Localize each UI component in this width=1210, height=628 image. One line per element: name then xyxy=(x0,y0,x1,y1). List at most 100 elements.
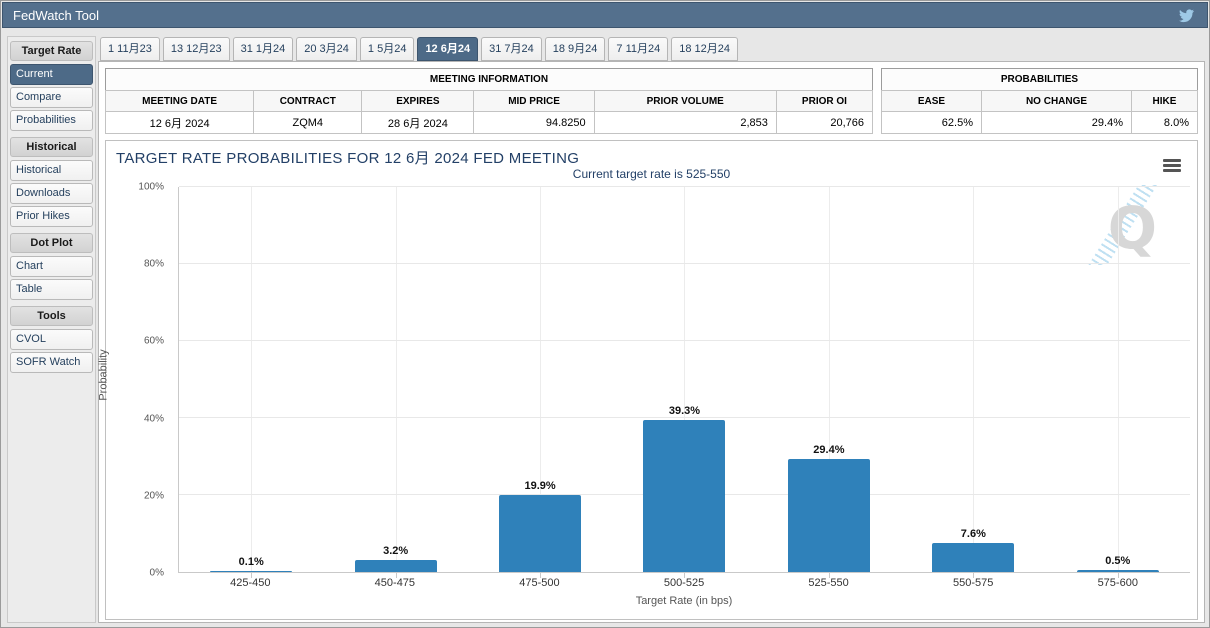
bar-450-475[interactable] xyxy=(354,559,437,572)
twitter-icon[interactable] xyxy=(1175,6,1197,24)
table-cell: 12 6月 2024 xyxy=(104,111,255,134)
tab-1-11-23[interactable]: 1 11月23 xyxy=(100,37,160,61)
y-tick-label: 20% xyxy=(143,490,164,502)
table-title: PROBABILITIES xyxy=(881,68,1198,90)
bar-slot-550-575: 7.6% xyxy=(901,187,1045,578)
meeting-tabs: 1 11月23 13 12月23 31 1月24 20 3月24 1 5月24 12 6月… xyxy=(100,37,1205,61)
table-cell: 20,766 xyxy=(775,111,874,134)
table-cell: 2,853 xyxy=(593,111,777,134)
sidebar-item-historical[interactable]: Historical xyxy=(10,160,93,181)
x-category-label: 550-575 xyxy=(952,577,994,589)
tab-1-5-24[interactable]: 1 5月24 xyxy=(359,37,415,61)
gridline xyxy=(540,187,542,572)
bar-500-525[interactable] xyxy=(643,420,726,572)
probabilities-table: PROBABILITIES EASE NO CHANGE HIKE 62.5% 29.4%… xyxy=(881,68,1198,134)
sidebar-item-probabilities[interactable]: Probabilities xyxy=(10,110,93,131)
meeting-info-table: MEETING INFORMATION MEETING DATE CONTRACT E… xyxy=(104,68,874,134)
bar-value-label: 39.3% xyxy=(668,405,701,418)
bar-slot-450-475: 3.2% xyxy=(323,187,467,578)
tables-row: MEETING INFORMATION MEETING DATE CONTRACT E… xyxy=(104,68,1198,134)
x-tick xyxy=(684,572,686,578)
bar-slots: 0.1% 3.2% 19.9% 39.3% 29.4% 7.6% 0.5% xyxy=(179,187,1190,578)
column-header: PRIOR OI xyxy=(775,90,874,112)
bar-value-label: 3.2% xyxy=(383,544,409,557)
column-header: EXPIRES xyxy=(361,90,475,112)
bar-value-label: 29.4% xyxy=(813,443,845,456)
bar-value-label: 19.9% xyxy=(524,480,556,493)
x-tick xyxy=(973,572,975,578)
sidebar-item-compare[interactable]: Compare xyxy=(10,87,93,108)
bar-slot-525-550: 29.4% xyxy=(757,187,901,578)
gridline xyxy=(684,187,686,572)
sidebar-section-dot-plot: Dot Plot xyxy=(10,233,93,253)
tab-7-11-24[interactable]: 7 11月24 xyxy=(608,37,669,61)
sidebar-item-prior-hikes[interactable]: Prior Hikes xyxy=(10,206,93,227)
bar-575-600[interactable] xyxy=(1076,570,1159,572)
hamburger-icon[interactable] xyxy=(1163,159,1181,173)
column-header: MID PRICE xyxy=(473,90,595,112)
sidebar-item-table[interactable]: Table xyxy=(10,279,93,300)
bar-425-450[interactable] xyxy=(210,571,293,572)
sidebar-item-sofr-watch[interactable]: SOFR Watch xyxy=(10,352,93,373)
sidebar-item-current[interactable]: Current xyxy=(10,64,93,85)
table-cell: 29.4% xyxy=(981,111,1132,134)
sidebar-item-cvol[interactable]: CVOL xyxy=(10,329,93,350)
column-header: PRIOR VOLUME xyxy=(593,90,777,112)
sidebar-item-chart[interactable]: Chart xyxy=(10,256,93,277)
sidebar-section-historical: Historical xyxy=(10,137,93,157)
y-axis: 0% 20% 40% 60% 80% 100% xyxy=(106,182,172,579)
sidebar-item-downloads[interactable]: Downloads xyxy=(10,183,93,204)
x-axis-title: Target Rate (in bps) xyxy=(635,595,733,607)
x-tick xyxy=(395,572,397,578)
y-tick-label: 80% xyxy=(143,258,164,270)
table-cell: ZQM4 xyxy=(253,111,363,134)
x-tick xyxy=(1117,572,1119,578)
tab-13-12-23[interactable]: 13 12月23 xyxy=(162,37,230,61)
bar-550-575[interactable] xyxy=(932,542,1015,572)
table-value-row: 62.5% 29.4% 8.0% xyxy=(881,111,1198,134)
tab-12-6-24[interactable]: 12 6月24 xyxy=(417,37,479,61)
gridline xyxy=(973,187,975,572)
column-header: EASE xyxy=(881,90,982,112)
y-tick-label: 40% xyxy=(143,413,164,425)
x-category-label: 575-600 xyxy=(1097,577,1138,589)
column-header: MEETING DATE xyxy=(104,90,255,112)
bar-value-label: 0.1% xyxy=(238,556,264,568)
x-category-label: 475-500 xyxy=(519,577,560,589)
y-tick-label: 60% xyxy=(143,335,164,347)
tab-18-9-24[interactable]: 18 9月24 xyxy=(544,37,606,61)
app-title: FedWatch Tool xyxy=(13,7,99,23)
gridline xyxy=(828,187,830,572)
table-header-row: MEETING DATE CONTRACT EXPIRES MID PRICE PRIO… xyxy=(104,90,874,112)
y-tick-label: 0% xyxy=(149,567,164,579)
bar-value-label: 7.6% xyxy=(960,527,986,540)
tab-20-3-24[interactable]: 20 3月24 xyxy=(296,37,357,61)
x-axis-labels: 425-450 450-475 475-500 500-525 525-550 550-5… xyxy=(178,577,1190,589)
bar-475-500[interactable] xyxy=(499,495,582,572)
tab-31-7-24[interactable]: 31 7月24 xyxy=(481,37,542,61)
column-header: CONTRACT xyxy=(253,90,363,112)
bar-slot-475-500: 19.9% xyxy=(468,187,612,578)
main-content: MEETING INFORMATION MEETING DATE CONTRACT E… xyxy=(98,61,1205,623)
x-tick xyxy=(540,572,542,578)
x-category-label: 450-475 xyxy=(374,577,416,589)
bar-slot-500-525: 39.3% xyxy=(612,187,756,578)
table-cell: 28 6月 2024 xyxy=(361,111,475,134)
sidebar: Target Rate Current Compare Probabilities Hi… xyxy=(7,36,96,623)
x-category-label: 525-550 xyxy=(808,577,849,589)
column-header: HIKE xyxy=(1131,90,1198,112)
table-cell: 94.8250 xyxy=(473,111,595,134)
tab-31-1-24[interactable]: 31 1月24 xyxy=(232,37,294,61)
chart-title: TARGET RATE PROBABILITIES FOR 12 6月 2024… xyxy=(116,150,580,167)
bar-slot-425-450: 0.1% xyxy=(179,187,323,578)
chart-subtitle: Current target rate is 525-550 xyxy=(572,167,731,181)
table-cell: 8.0% xyxy=(1131,111,1198,134)
plot-area: 0.1% 3.2% 19.9% 39.3% 29.4% 7.6% 0.5% xyxy=(178,186,1190,578)
gridline xyxy=(395,187,397,572)
gridline xyxy=(179,417,1190,418)
x-category-label: 500-525 xyxy=(663,577,705,589)
tab-18-12-24[interactable]: 18 12月24 xyxy=(671,37,738,61)
app-header: FedWatch Tool xyxy=(2,2,1208,28)
bar-525-550[interactable] xyxy=(787,458,870,572)
